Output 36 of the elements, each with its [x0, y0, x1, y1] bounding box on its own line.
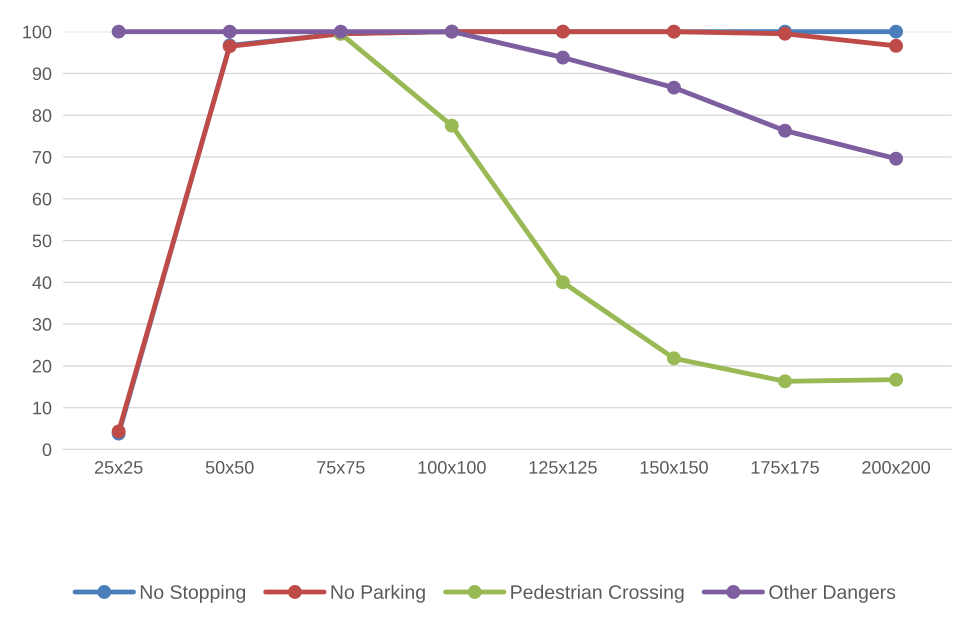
x-tick-label: 125x125: [530, 461, 597, 474]
x-tick-label: 175x175: [752, 461, 819, 474]
x-tick-label: 100x100: [418, 461, 486, 474]
x-tick-label: 150x150: [640, 461, 708, 474]
y-tick-label: 90: [32, 67, 52, 80]
legend-label: Pedestrian Crossing: [511, 584, 684, 603]
point: [556, 275, 570, 290]
point: [889, 372, 903, 387]
legend-label: Other Dangers: [769, 584, 896, 603]
x-tick-label: 25x25: [94, 461, 142, 474]
point: [778, 374, 792, 388]
y-tick-label: 40: [32, 276, 52, 290]
y-tick-label: 80: [32, 109, 52, 122]
x-tick-label: 75x75: [317, 461, 365, 474]
point: [778, 124, 792, 138]
y-tick-label: 30: [32, 318, 52, 331]
y-tick-label: 70: [32, 150, 52, 164]
point: [222, 24, 237, 39]
y-tick-label: 50: [32, 234, 52, 248]
y-tick-label: 100: [23, 26, 52, 38]
point: [666, 351, 681, 366]
point: [556, 50, 570, 64]
point: [889, 38, 903, 53]
y-tick-label: 0: [42, 443, 52, 456]
point: [889, 24, 903, 39]
y-tick-label: 10: [33, 402, 52, 414]
y-tick-label: 60: [32, 192, 52, 206]
legend-label: No Parking: [331, 584, 425, 603]
point: [889, 152, 903, 166]
point: [112, 24, 126, 39]
point: [666, 80, 681, 95]
x-tick-label: 50x50: [206, 461, 254, 474]
legend-label: No Stopping: [140, 584, 246, 603]
point: [444, 118, 459, 133]
y-tick-label: 20: [32, 360, 52, 373]
x-tick-label: 200x200: [862, 461, 930, 474]
